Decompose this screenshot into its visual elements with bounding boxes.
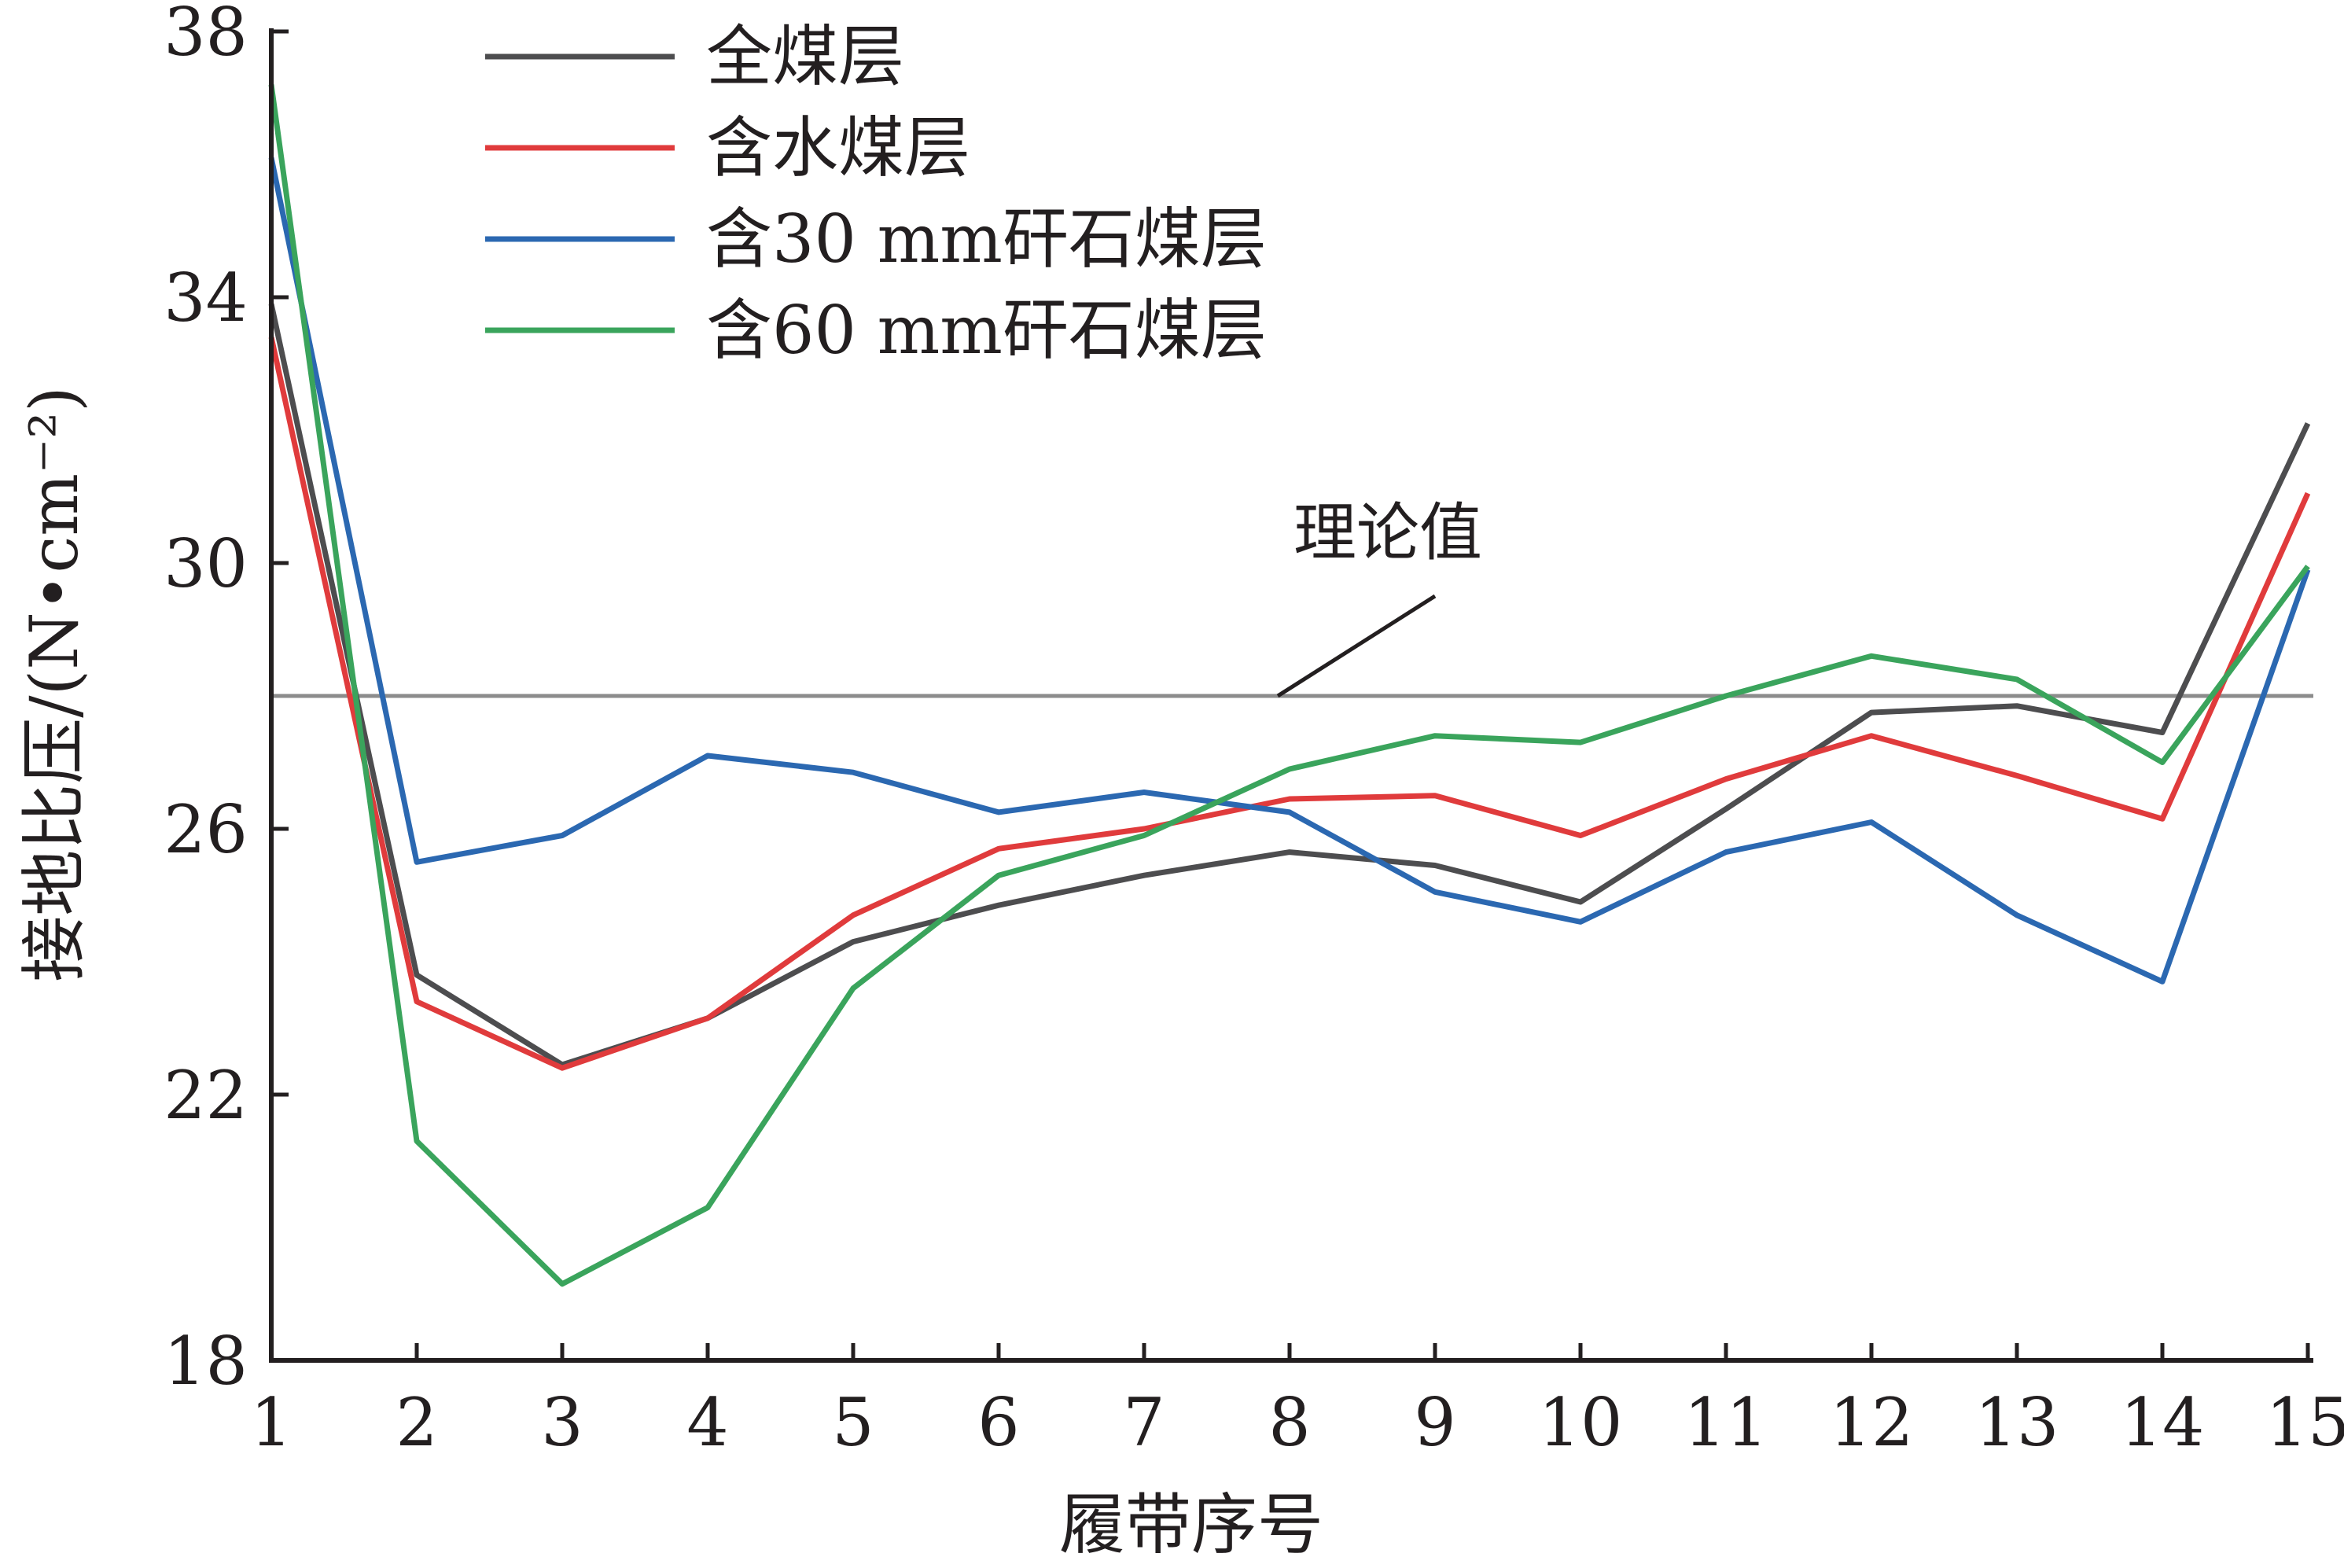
x-tick-label: 12 — [1830, 1384, 1914, 1461]
y-tick-label: 26 — [164, 791, 248, 868]
x-axis-title: 履带序号 — [1059, 1486, 1323, 1563]
y-tick-label: 38 — [164, 0, 248, 71]
x-tick-label: 2 — [396, 1384, 437, 1461]
legend-label-1: 全煤层 — [706, 18, 904, 95]
y-tick-label: 34 — [164, 259, 248, 337]
x-tick-label: 15 — [2266, 1384, 2344, 1461]
reference-callout-line — [1276, 594, 1437, 698]
x-tick-label: 14 — [2121, 1384, 2205, 1461]
x-tick-label: 5 — [832, 1384, 874, 1461]
x-tick-label: 6 — [977, 1384, 1019, 1461]
series-line-3 — [268, 156, 2311, 985]
series-line-4 — [268, 84, 2310, 1287]
x-tick-label: 8 — [1268, 1384, 1310, 1461]
x-tick-label: 3 — [541, 1384, 583, 1461]
x-tick-label: 13 — [1975, 1384, 2059, 1461]
series-line-2 — [268, 336, 2311, 1071]
x-tick-label: 11 — [1684, 1384, 1768, 1461]
x-tick-label: 7 — [1123, 1384, 1165, 1461]
legend-label-3: 含30 mm矸石煤层 — [706, 201, 1267, 278]
y-tick-label: 18 — [164, 1323, 248, 1400]
x-tick-label: 4 — [686, 1384, 728, 1461]
x-tick-label: 10 — [1539, 1384, 1623, 1461]
y-tick-label: 22 — [164, 1057, 248, 1134]
legend-label-2: 含水煤层 — [706, 109, 970, 186]
annotation-layer: 理论值 — [1276, 496, 1482, 698]
x-tick-label: 9 — [1414, 1384, 1455, 1461]
series-layer — [268, 84, 2311, 1287]
y-tick-label: 30 — [164, 525, 248, 602]
series-line-1 — [268, 303, 2311, 1068]
legend-label-4: 含60 mm矸石煤层 — [706, 292, 1267, 369]
y-axis-title: 接地比压/(N•cm⁻²) — [16, 386, 93, 982]
reference-label: 理论值 — [1293, 496, 1482, 569]
x-tick-label: 1 — [250, 1384, 292, 1461]
